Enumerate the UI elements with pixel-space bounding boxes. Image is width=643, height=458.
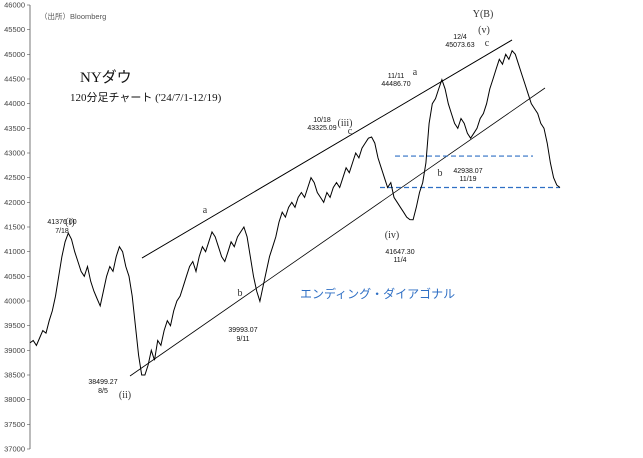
point-value-label: 44486.70: [381, 81, 410, 88]
lower-trendline: [129, 87, 546, 377]
y-tick-label: 37500: [4, 420, 25, 429]
wave-label: b: [438, 168, 443, 179]
wave-label: (iii): [338, 118, 353, 129]
y-tick-label: 43000: [4, 149, 25, 158]
y-tick-label: 37000: [4, 445, 25, 454]
point-value-label: 41376.00: [47, 219, 76, 226]
point-value-label: 45073.63: [445, 42, 474, 49]
y-tick-label: 41500: [4, 223, 25, 232]
source-label: （出所）Bloomberg: [40, 11, 106, 21]
y-tick-label: 38000: [4, 395, 25, 404]
wave-label: (v): [478, 25, 490, 36]
point-date-label: 10/18: [313, 117, 331, 124]
y-tick-label: 40500: [4, 272, 25, 281]
wave-labels: (i) (ii) (iii) (iv) (v) Y(B) a b c a b c: [65, 9, 493, 401]
y-tick-label: 43500: [4, 124, 25, 133]
point-date-label: 11/4: [393, 257, 406, 264]
y-tick-label: 38500: [4, 371, 25, 380]
y-tick-label: 41000: [4, 247, 25, 256]
point-labels: 41376.00 7/18 38499.27 8/5 39993.07 9/11 43325…: [47, 34, 482, 395]
y-tick-label: 39500: [4, 321, 25, 330]
level-lines: [380, 155, 560, 189]
y-tick-label: 45000: [4, 50, 25, 59]
wave-label: Y(B): [473, 9, 494, 20]
y-tick-label: 42500: [4, 173, 25, 182]
trendline-layer: [129, 39, 546, 377]
upper-trendline-ext: [141, 39, 513, 259]
wave-label: a: [413, 67, 418, 78]
price-line: [29, 49, 561, 376]
point-date-label: 11/19: [460, 176, 477, 183]
point-value-label: 42938.07: [453, 168, 482, 175]
point-date-label: 9/11: [236, 336, 249, 343]
wave-label: a: [203, 205, 208, 216]
y-tick-label: 44000: [4, 99, 25, 108]
y-tick-label: 44500: [4, 75, 25, 84]
price-series: [29, 49, 561, 376]
wave-label: b: [238, 288, 243, 299]
y-tick-label: 45500: [4, 25, 25, 34]
chart-subtitle: 120分足チャート ('24/7/1-12/19): [70, 91, 222, 104]
y-tick-label: 40000: [4, 297, 25, 306]
wave-label: c: [485, 38, 490, 49]
wave-label: (ii): [119, 390, 131, 401]
y-tick-label: 46000: [4, 1, 25, 10]
point-value-label: 38499.27: [88, 379, 117, 386]
chart-title: NYダウ: [80, 69, 132, 86]
point-date-label: 8/5: [98, 388, 108, 395]
pattern-label: エンディング・ダイアゴナル: [300, 286, 455, 301]
wave-label: (i): [65, 217, 74, 228]
wave-label: (iv): [385, 230, 399, 241]
y-axis: 37000 37500 38000 38500 39000 39500 40000 40500…: [4, 1, 31, 454]
y-tick-label: 42000: [4, 198, 25, 207]
point-date-label: 11/11: [388, 73, 405, 80]
wave-label: c: [348, 126, 353, 137]
y-tick-label: 39000: [4, 346, 25, 355]
point-value-label: 41647.30: [385, 249, 414, 256]
point-value-label: 43325.09: [307, 125, 336, 132]
point-value-label: 39993.07: [228, 327, 257, 334]
point-date-label: 7/18: [55, 228, 69, 235]
point-date-label: 12/4: [453, 34, 467, 41]
